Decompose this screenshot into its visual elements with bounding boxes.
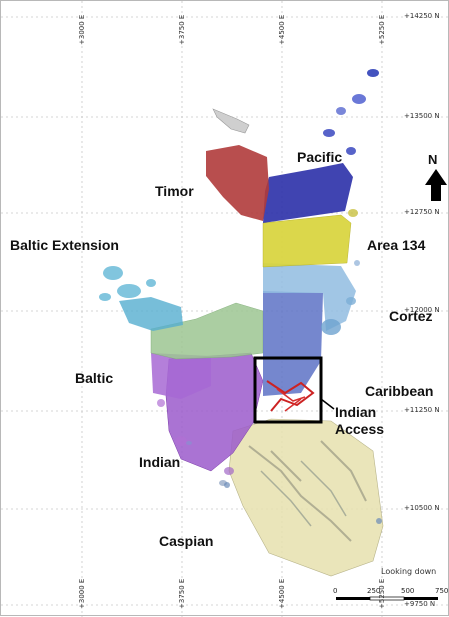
- northing-label: +10500 N: [404, 504, 440, 512]
- scatter-blob-3: [376, 518, 382, 524]
- indian-access-ramp-2: [276, 388, 306, 412]
- caspian-zone: [228, 418, 384, 577]
- pacific-blob-1: [352, 94, 366, 104]
- north-arrow-icon: [425, 169, 447, 201]
- label-indian: Indian: [139, 454, 181, 470]
- indian-access-ramp: [266, 380, 315, 412]
- cortez-zone: [263, 263, 356, 331]
- view-note: Looking down: [381, 567, 437, 576]
- northing-label: +14250 N: [404, 12, 440, 20]
- baltic-extension-zone: [119, 297, 183, 331]
- baltic-ext-blob-4: [146, 279, 156, 287]
- northing-label: +11250 N: [404, 406, 440, 414]
- label-baltic: Baltic: [75, 370, 114, 386]
- pacific-blob-4: [323, 129, 335, 137]
- pacific-blob-6: [348, 209, 358, 217]
- pacific-blob-5: [346, 147, 356, 155]
- northing-label: +12000 N: [404, 306, 440, 314]
- baltic-ext-blob-2: [117, 284, 141, 298]
- timor-zone: [206, 145, 269, 221]
- baltic-ext-blob-3: [99, 293, 111, 301]
- easting-label-top: +3000 E: [78, 14, 86, 45]
- scatter-blob-1: [224, 482, 230, 488]
- scatter-blob-4: [354, 260, 360, 266]
- northing-label: +9750 N: [404, 600, 436, 608]
- scale-bar-seg-2: [369, 596, 405, 601]
- pacific-zone: [263, 163, 353, 223]
- easting-label-bottom: +3000 E: [78, 578, 86, 609]
- indian-blob-1: [175, 436, 187, 446]
- indian-access-leader: [320, 398, 335, 410]
- caspian-decline-2: [260, 460, 347, 527]
- caspian-decline: [248, 440, 367, 542]
- scale-tick-label: 250: [367, 587, 381, 595]
- label-caspian: Caspian: [159, 533, 214, 549]
- scale-bar-seg-1: [336, 597, 370, 600]
- easting-label-top: +4500 E: [278, 14, 286, 45]
- indian-access-highlight-box: [253, 356, 323, 424]
- label-timor: Timor: [155, 183, 194, 199]
- label-caribbean: Caribbean: [365, 383, 434, 399]
- indian-blob-2: [157, 399, 165, 407]
- scale-bar-seg-3: [404, 597, 438, 600]
- scatter-blob-2: [186, 441, 192, 445]
- northing-label: +13500 N: [404, 112, 440, 120]
- portal-access: [212, 108, 250, 134]
- northing-label: +12750 N: [404, 208, 440, 216]
- easting-label-top: +5250 E: [378, 14, 386, 45]
- easting-label-bottom: +4500 E: [278, 578, 286, 609]
- indian-blob-3: [224, 467, 234, 475]
- label-area-134: Area 134: [367, 237, 426, 253]
- easting-label-bottom: +5250 E: [378, 578, 386, 609]
- scale-tick-label: 750: [435, 587, 449, 595]
- baltic-ext-blob-1: [103, 266, 123, 280]
- scale-tick-label: 0: [333, 587, 338, 595]
- label-cortez: Cortez: [389, 308, 433, 324]
- central-blue-zone: [263, 291, 323, 396]
- label-indian-access: Indian Access: [335, 404, 385, 437]
- area-134-zone: [262, 214, 352, 268]
- easting-label-top: +3750 E: [178, 14, 186, 45]
- label-pacific: Pacific: [297, 149, 343, 165]
- baltic-purple-zone: [151, 353, 211, 399]
- cortez-blob-1: [321, 319, 341, 335]
- easting-label-bottom: +3750 E: [178, 578, 186, 609]
- scale-bar: [336, 596, 438, 601]
- scale-tick-label: 500: [401, 587, 415, 595]
- north-arrow-label: N: [428, 152, 438, 167]
- north-arrow: [425, 169, 447, 201]
- pacific-blob-2: [367, 69, 379, 77]
- label-baltic-extension: Baltic Extension: [10, 237, 119, 253]
- cortez-blob-2: [346, 297, 356, 305]
- pacific-blob-3: [336, 107, 346, 115]
